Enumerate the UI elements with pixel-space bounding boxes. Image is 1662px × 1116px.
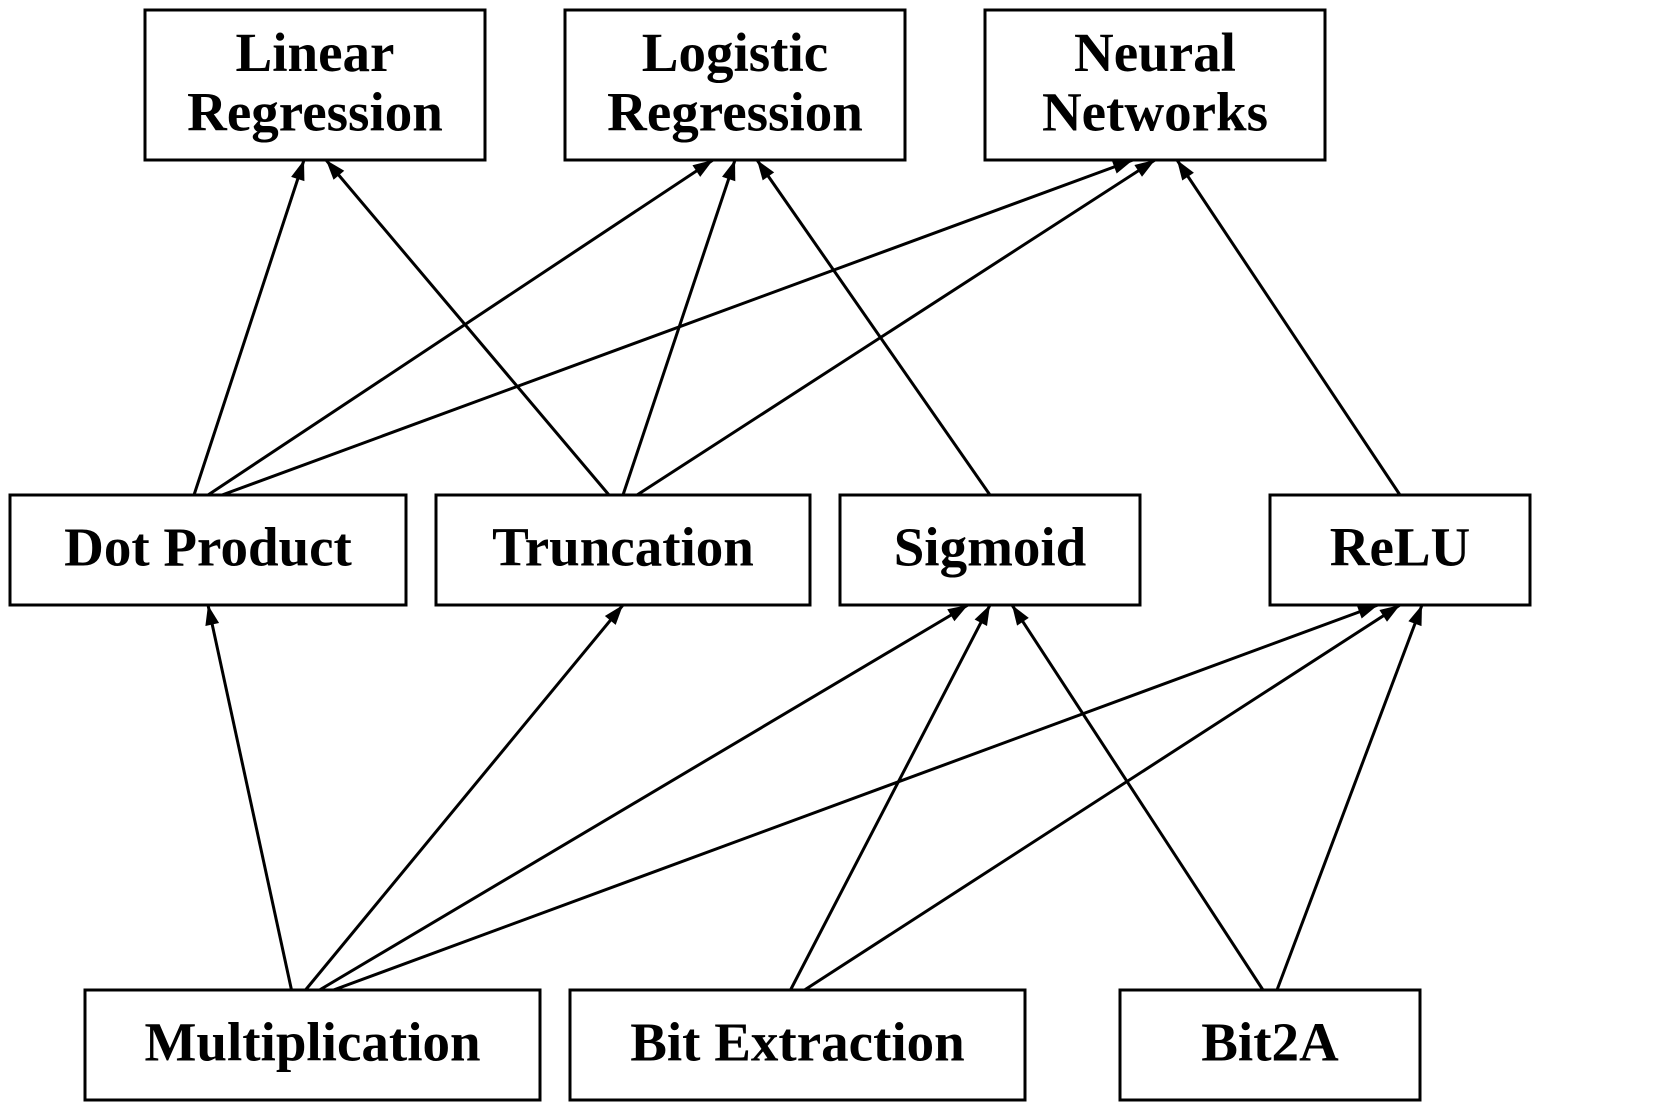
arrowhead — [1012, 605, 1029, 626]
arrowhead — [757, 160, 774, 180]
node-label-relu-line0: ReLU — [1330, 517, 1471, 578]
edge — [208, 160, 713, 495]
node-mult: Multiplication — [85, 990, 540, 1100]
node-label-logreg-line1: Regression — [607, 81, 863, 142]
diagram-canvas: LinearRegressionLogisticRegressionNeural… — [0, 0, 1662, 1116]
arrowhead — [1134, 160, 1155, 177]
node-bitext: Bit Extraction — [570, 990, 1025, 1100]
node-bit2a: Bit2A — [1120, 990, 1420, 1100]
edge — [1177, 160, 1400, 495]
node-nn: NeuralNetworks — [985, 10, 1325, 160]
edge — [306, 605, 624, 990]
edge — [805, 605, 1401, 990]
node-label-linreg-line1: Regression — [187, 81, 443, 142]
arrowhead — [1408, 605, 1422, 626]
edge — [326, 160, 609, 495]
edge — [757, 160, 990, 495]
arrowhead — [1357, 605, 1378, 618]
node-label-mult-line0: Multiplication — [144, 1012, 480, 1073]
arrowhead — [1112, 160, 1133, 173]
edge — [194, 160, 304, 495]
node-label-nn-line0: Neural — [1074, 22, 1236, 83]
node-linreg: LinearRegression — [145, 10, 485, 160]
arrowhead — [975, 605, 990, 626]
arrowhead — [291, 160, 304, 181]
arrowhead — [1379, 605, 1400, 622]
node-dot: Dot Product — [10, 495, 406, 605]
node-label-bitext-line0: Bit Extraction — [630, 1012, 965, 1073]
node-label-linreg-line0: Linear — [236, 22, 395, 83]
node-logreg: LogisticRegression — [565, 10, 905, 160]
arrowhead — [1177, 160, 1194, 181]
edge — [791, 605, 991, 990]
edge — [208, 605, 292, 990]
edge — [1277, 605, 1422, 990]
node-label-trunc-line0: Truncation — [492, 517, 754, 578]
edge — [320, 605, 969, 990]
node-label-dot-line0: Dot Product — [64, 517, 352, 578]
arrowhead — [722, 160, 735, 181]
node-trunc: Truncation — [436, 495, 810, 605]
node-label-sigmoid-line0: Sigmoid — [894, 517, 1087, 578]
node-relu: ReLU — [1270, 495, 1530, 605]
node-label-logreg-line0: Logistic — [642, 22, 828, 83]
node-sigmoid: Sigmoid — [840, 495, 1140, 605]
node-label-bit2a-line0: Bit2A — [1201, 1012, 1339, 1073]
arrowhead — [947, 605, 968, 621]
node-label-nn-line1: Networks — [1042, 81, 1268, 142]
edge — [637, 160, 1155, 495]
edge — [334, 605, 1379, 990]
arrowhead — [692, 160, 713, 177]
